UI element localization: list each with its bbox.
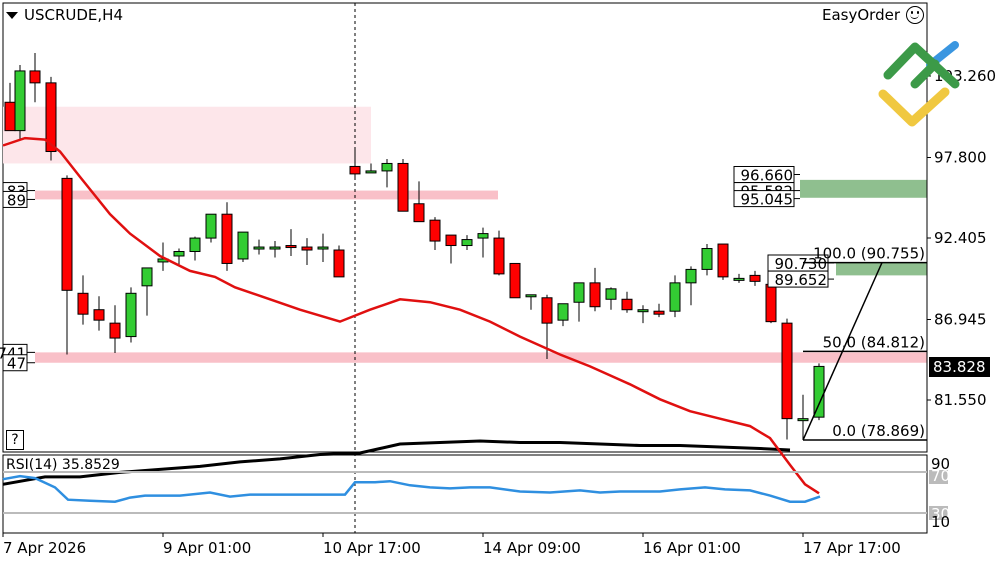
current-price-tag: 83.828	[929, 357, 990, 377]
zone-price-label: 89.652	[767, 270, 834, 289]
candle	[141, 267, 153, 316]
candle	[349, 148, 361, 179]
candle	[365, 163, 377, 174]
zone-price-label: 90.730	[767, 254, 834, 273]
time-axis-label: 9 Apr 01:00	[163, 539, 251, 557]
candle	[14, 64, 26, 140]
candle	[445, 234, 457, 264]
svg-text:90.730: 90.730	[775, 255, 828, 273]
candle	[413, 181, 425, 223]
svg-text:89: 89	[7, 191, 26, 209]
rsi-title: RSI(14) 35.8529	[6, 457, 120, 473]
candle	[733, 273, 745, 283]
rsi-axis-tick: 70	[931, 467, 950, 485]
candle	[685, 266, 697, 306]
symbol-header[interactable]: USCRUDE,H4	[6, 6, 123, 24]
help-button[interactable]: ?	[6, 430, 24, 450]
candle	[461, 235, 473, 251]
candle	[397, 158, 409, 212]
target-zone-96[interactable]	[800, 179, 927, 198]
candle	[221, 202, 233, 271]
candle	[781, 318, 793, 440]
target-zone-90[interactable]	[836, 262, 927, 276]
price-axis-tick: 92.405	[934, 229, 987, 247]
zone-price-label: 96.660	[733, 165, 800, 184]
dropdown-triangle-icon[interactable]	[6, 11, 18, 19]
candle	[205, 213, 217, 243]
candle	[653, 303, 665, 318]
left-price-label: 47	[2, 354, 35, 373]
symbol-label: USCRUDE,H4	[24, 6, 123, 24]
svg-text:96.660: 96.660	[741, 166, 794, 184]
candle	[77, 275, 89, 325]
rsi-pane[interactable]	[2, 454, 928, 534]
candle	[557, 303, 569, 327]
zone-95[interactable]	[35, 190, 498, 200]
candle	[61, 175, 73, 355]
candle	[301, 238, 313, 265]
ma-fast-line	[2, 136, 820, 495]
time-axis-label: 7 Apr 2026	[3, 539, 86, 557]
candle	[317, 233, 329, 262]
rsi-axis-tick: 30	[931, 505, 950, 523]
brand-logo-icon	[878, 41, 960, 127]
candle	[621, 291, 633, 313]
candle	[173, 248, 185, 267]
candle	[381, 158, 393, 188]
candle	[93, 296, 105, 331]
svg-text:100.0 (90.755): 100.0 (90.755)	[813, 245, 925, 263]
left-price-label: 89	[2, 190, 35, 209]
candle	[237, 231, 249, 262]
supply-zone-top[interactable]	[3, 106, 371, 164]
candle	[637, 305, 649, 324]
rsi-line	[2, 474, 821, 503]
candle	[109, 305, 121, 353]
zone-84[interactable]	[35, 352, 927, 363]
candle	[701, 244, 713, 276]
candle	[749, 270, 761, 286]
price-axis-tick: 97.800	[934, 148, 987, 166]
candle	[493, 230, 505, 276]
zone-price-label: 95.045	[733, 190, 800, 209]
candle	[125, 287, 137, 343]
svg-text:95.045: 95.045	[741, 191, 794, 209]
expert-advisor-status[interactable]: EasyOrder	[822, 6, 924, 24]
price-axis-tick: 86.945	[934, 310, 987, 328]
candle	[269, 241, 281, 258]
smiley-icon	[906, 6, 924, 24]
candle	[189, 236, 201, 261]
candle	[477, 227, 489, 258]
fibonacci-retracement[interactable]: 100.0 (90.755) 50.0 (84.812) 0.0 (78.869)	[802, 245, 927, 441]
rsi-axis-tick: 90	[931, 455, 950, 473]
time-axis-label: 14 Apr 09:00	[483, 539, 581, 557]
expert-label: EasyOrder	[822, 6, 900, 24]
time-axis-label: 10 Apr 17:00	[323, 539, 421, 557]
candle	[573, 282, 585, 322]
candle	[45, 76, 57, 161]
candle	[509, 262, 521, 299]
svg-text:89.652: 89.652	[775, 271, 828, 289]
candle	[333, 245, 345, 278]
candle	[285, 229, 297, 256]
price-axis-tick: 81.550	[934, 391, 987, 409]
rsi-axis-tick: 10	[931, 513, 950, 531]
svg-text:0.0 (78.869): 0.0 (78.869)	[832, 422, 925, 440]
candle	[29, 53, 41, 103]
time-axis-label: 17 Apr 17:00	[803, 539, 901, 557]
candle	[429, 217, 441, 251]
main-pane[interactable]	[2, 2, 928, 453]
svg-text:47: 47	[7, 355, 26, 373]
candle	[589, 267, 601, 312]
candle	[605, 287, 617, 310]
candle	[797, 394, 809, 440]
candle	[525, 294, 537, 310]
candle	[253, 239, 265, 255]
svg-text:50.0 (84.812): 50.0 (84.812)	[823, 333, 925, 351]
candle	[717, 243, 729, 280]
candle	[669, 275, 681, 318]
time-axis-label: 16 Apr 01:00	[643, 539, 741, 557]
